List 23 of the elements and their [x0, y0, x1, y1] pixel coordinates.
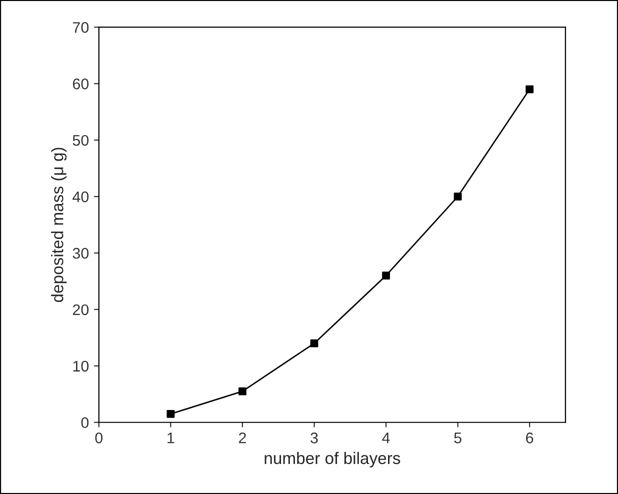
y-axis-title: deposited mass (μ g) [51, 148, 67, 302]
y-tick-label: 10 [73, 360, 89, 372]
point [310, 339, 318, 348]
point [166, 410, 175, 418]
y-tick-label: 70 [72, 22, 89, 33]
x-tick-label: 6 [526, 432, 534, 444]
x-axis-title: number of bilayers [264, 452, 400, 468]
x-tick-label: 2 [238, 432, 246, 444]
point [526, 85, 534, 94]
x-tick-label: 4 [382, 432, 390, 444]
x-tick-label: 1 [168, 432, 174, 444]
y-tick-label: 20 [72, 304, 89, 316]
y-tick-label: 50 [72, 134, 89, 146]
x-tick-label: 5 [454, 432, 462, 444]
x-tick-label: 0 [95, 432, 103, 444]
y-tick-label: 60 [72, 78, 89, 90]
point [382, 272, 390, 280]
y-tick-label: 0 [81, 417, 89, 428]
x-tick-label: 3 [310, 432, 318, 444]
point [238, 387, 246, 396]
y-tick-label: 40 [72, 191, 89, 202]
y-tick-label: 30 [72, 248, 89, 259]
point [454, 192, 462, 200]
